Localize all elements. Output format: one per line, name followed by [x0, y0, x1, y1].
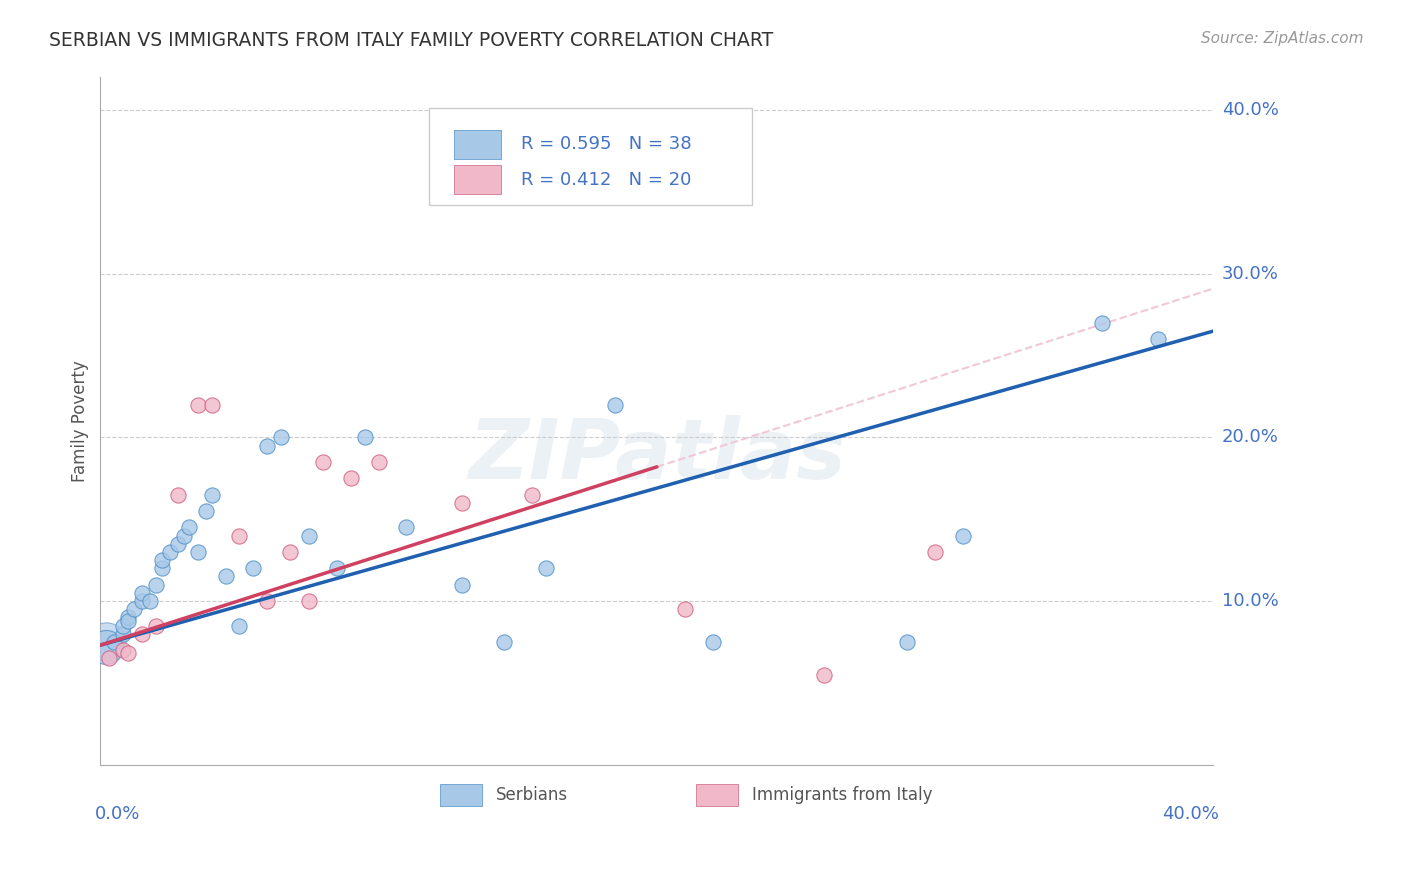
Point — [312, 455, 335, 469]
Point — [340, 471, 363, 485]
Point — [673, 602, 696, 616]
Point — [117, 610, 139, 624]
Point — [270, 430, 292, 444]
Y-axis label: Family Poverty: Family Poverty — [72, 360, 89, 482]
Text: ZIPatlas: ZIPatlas — [468, 415, 846, 496]
Point — [94, 640, 117, 654]
Point — [278, 545, 301, 559]
Text: R = 0.412   N = 20: R = 0.412 N = 20 — [522, 171, 692, 189]
Point — [353, 430, 375, 444]
Point — [173, 528, 195, 542]
Point — [145, 618, 167, 632]
Point — [139, 594, 162, 608]
Point — [1146, 332, 1168, 346]
Point — [159, 545, 181, 559]
Point — [492, 635, 515, 649]
Point — [395, 520, 418, 534]
Point — [167, 537, 190, 551]
Point — [201, 398, 224, 412]
Point — [451, 496, 474, 510]
Point — [228, 618, 250, 632]
Point — [214, 569, 236, 583]
Point — [131, 594, 153, 608]
Point — [187, 545, 209, 559]
Point — [187, 398, 209, 412]
FancyBboxPatch shape — [429, 108, 752, 204]
Point — [242, 561, 264, 575]
Point — [201, 488, 224, 502]
Point — [520, 488, 543, 502]
FancyBboxPatch shape — [696, 784, 738, 805]
Point — [534, 561, 557, 575]
FancyBboxPatch shape — [454, 129, 501, 159]
Point — [256, 439, 278, 453]
Point — [131, 626, 153, 640]
Point — [179, 520, 201, 534]
Point — [111, 618, 134, 632]
Text: 40.0%: 40.0% — [1163, 805, 1219, 823]
Point — [1091, 316, 1114, 330]
Text: 40.0%: 40.0% — [1222, 101, 1278, 120]
Point — [813, 667, 835, 681]
Text: Serbians: Serbians — [495, 786, 568, 804]
Point — [111, 643, 134, 657]
FancyBboxPatch shape — [440, 784, 482, 805]
Point — [896, 635, 918, 649]
Point — [145, 577, 167, 591]
Text: R = 0.595   N = 38: R = 0.595 N = 38 — [522, 135, 692, 153]
Point — [150, 561, 173, 575]
Point — [256, 594, 278, 608]
Point — [117, 614, 139, 628]
Point — [367, 455, 389, 469]
Point — [131, 586, 153, 600]
Text: SERBIAN VS IMMIGRANTS FROM ITALY FAMILY POVERTY CORRELATION CHART: SERBIAN VS IMMIGRANTS FROM ITALY FAMILY … — [49, 31, 773, 50]
Point — [298, 594, 321, 608]
Point — [195, 504, 218, 518]
Point — [94, 635, 117, 649]
Point — [150, 553, 173, 567]
Point — [326, 561, 349, 575]
Point — [167, 488, 190, 502]
Point — [111, 626, 134, 640]
FancyBboxPatch shape — [454, 165, 501, 194]
Text: Immigrants from Italy: Immigrants from Italy — [752, 786, 932, 804]
Point — [702, 635, 724, 649]
Point — [298, 528, 321, 542]
Point — [122, 602, 145, 616]
Text: 10.0%: 10.0% — [1222, 592, 1278, 610]
Point — [228, 528, 250, 542]
Text: Source: ZipAtlas.com: Source: ZipAtlas.com — [1201, 31, 1364, 46]
Point — [97, 651, 120, 665]
Point — [117, 646, 139, 660]
Text: 30.0%: 30.0% — [1222, 265, 1278, 283]
Point — [103, 635, 125, 649]
Point — [451, 577, 474, 591]
Text: 0.0%: 0.0% — [94, 805, 141, 823]
Point — [924, 545, 946, 559]
Point — [605, 398, 627, 412]
Text: 20.0%: 20.0% — [1222, 428, 1278, 446]
Point — [952, 528, 974, 542]
